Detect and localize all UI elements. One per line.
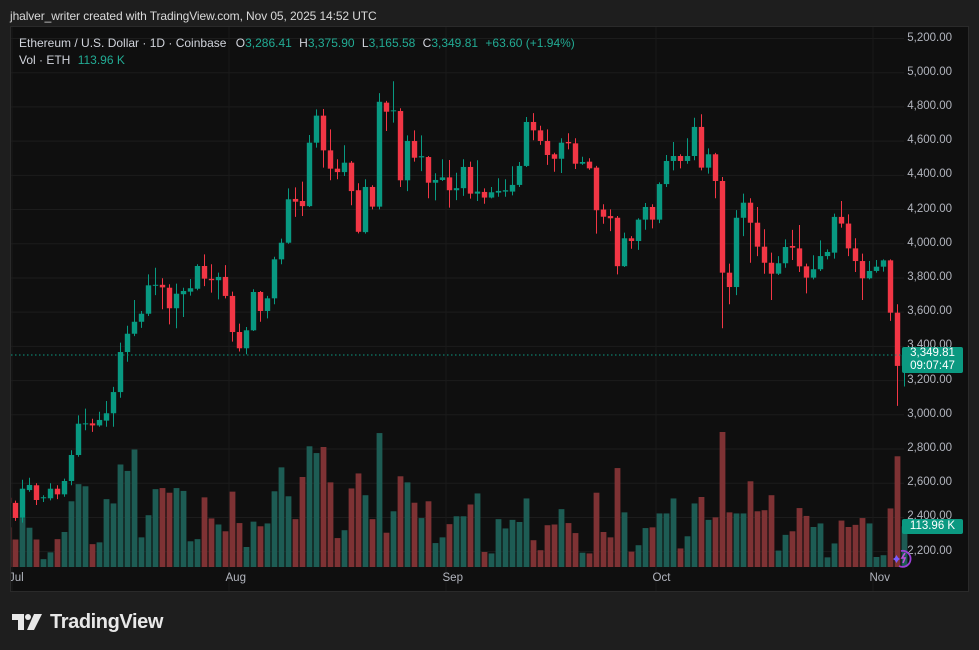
- last-price-label: 3,349.81 09:07:47: [902, 346, 963, 373]
- chart-legend: Ethereum / U.S. Dollar · 1D · Coinbase O…: [19, 35, 575, 69]
- low-value: 3,165.58: [368, 36, 416, 50]
- lightning-badge-icon[interactable]: [889, 545, 913, 569]
- price-axis-tick: 4,400.00: [907, 168, 952, 181]
- symbol-title[interactable]: Ethereum / U.S. Dollar · 1D · Coinbase: [19, 36, 227, 50]
- high-value: 3,375.90: [307, 36, 355, 50]
- price-axis-tick: 4,000.00: [907, 236, 952, 249]
- price-axis-tick: 3,800.00: [907, 270, 952, 283]
- last-price-value: 3,349.81: [910, 346, 955, 359]
- low-label: L: [361, 36, 369, 50]
- open-label: O: [235, 36, 246, 50]
- price-axis-tick: 4,200.00: [907, 202, 952, 215]
- time-axis-tick: Nov: [869, 572, 890, 584]
- time-axis-tick: Sep: [442, 572, 463, 584]
- price-axis-tick: 5,000.00: [907, 65, 952, 78]
- price-axis-tick: 3,600.00: [907, 305, 952, 318]
- chart-attribution: jhalver_writer created with TradingView.…: [10, 9, 377, 23]
- time-axis-tick: Aug: [225, 572, 246, 584]
- open-value: 3,286.41: [245, 36, 292, 50]
- close-value: 3,349.81: [431, 36, 479, 50]
- price-axis-tick: 2,800.00: [907, 442, 952, 455]
- price-axis-tick: 4,800.00: [907, 99, 952, 112]
- bar-countdown: 09:07:47: [910, 359, 955, 372]
- candlestick-chart[interactable]: [11, 27, 969, 592]
- close-label: C: [422, 36, 432, 50]
- chart-pane[interactable]: Ethereum / U.S. Dollar · 1D · Coinbase O…: [10, 26, 969, 592]
- price-axis-tick: 5,200.00: [907, 31, 952, 44]
- time-axis-tick: Oct: [652, 572, 671, 584]
- price-axis-tick: 2,600.00: [907, 476, 952, 489]
- price-axis-tick: 4,600.00: [907, 134, 952, 147]
- high-label: H: [299, 36, 308, 50]
- time-axis-tick: Jul: [10, 572, 24, 584]
- volume-row: Vol · ETH 113.96 K: [19, 52, 575, 69]
- price-axis-tick: 3,200.00: [907, 373, 952, 386]
- volume-label[interactable]: Vol · ETH: [19, 53, 71, 67]
- price-axis-tick: 2,200.00: [907, 544, 952, 557]
- tradingview-logo-icon: [12, 614, 42, 630]
- volume-value: 113.96 K: [77, 53, 125, 67]
- ohlc-row: Ethereum / U.S. Dollar · 1D · Coinbase O…: [19, 35, 575, 52]
- change-value: +63.60 (+1.94%): [485, 36, 575, 50]
- tradingview-brand[interactable]: TradingView: [12, 611, 163, 633]
- brand-name: TradingView: [50, 610, 164, 633]
- price-axis-tick: 3,000.00: [907, 407, 952, 420]
- last-volume-label: 113.96 K: [902, 519, 963, 535]
